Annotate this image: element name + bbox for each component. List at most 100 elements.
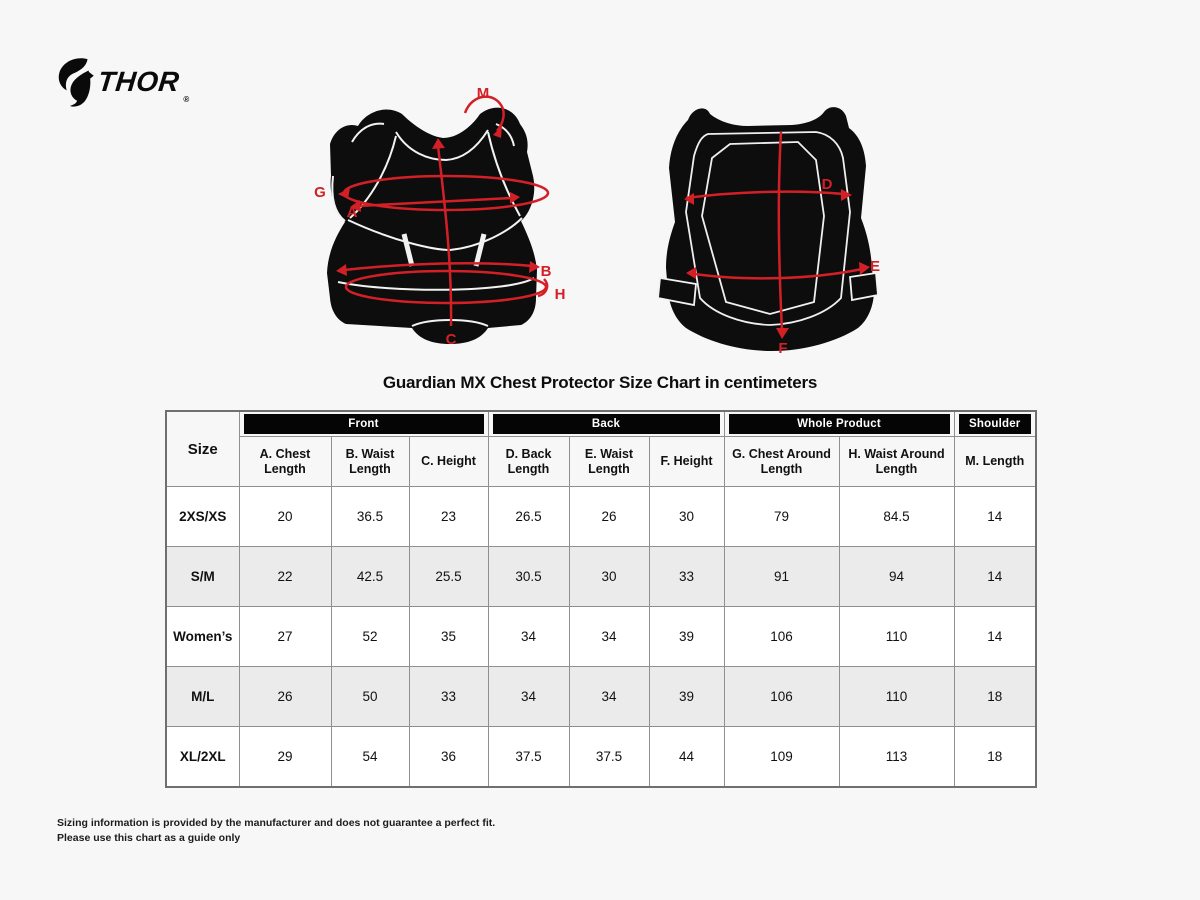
value-cell: 91	[723, 546, 840, 607]
value-cell: 34	[487, 606, 570, 667]
table-row: M/L 26 50 33 34 34 39 106 110 18	[165, 666, 1037, 727]
value-cell: 110	[838, 666, 955, 727]
back-view-diagram: D E F	[657, 107, 880, 357]
col-header-d-back-length: D. Back Length	[487, 436, 570, 487]
thor-logo: THOR ®	[56, 57, 189, 107]
value-cell: 110	[838, 606, 955, 667]
value-cell: 37.5	[487, 726, 570, 787]
value-cell: 94	[838, 546, 955, 607]
registered-mark: ®	[183, 95, 190, 104]
group-shoulder-bar: Shoulder	[958, 414, 1031, 434]
value-cell: 30	[648, 486, 725, 547]
value-cell: 109	[723, 726, 840, 787]
group-shoulder: Shoulder	[953, 410, 1037, 437]
back-left-strap	[657, 276, 697, 307]
group-back-bar: Back	[492, 414, 720, 434]
group-header-row: Size Front Back Whole Product Shoulder	[165, 410, 1037, 487]
size-cell: S/M	[165, 546, 240, 607]
group-front-bar: Front	[243, 414, 484, 434]
table-row: XL/2XL 29 54 36 37.5 37.5 44 109 113 18	[165, 726, 1037, 787]
value-cell: 30.5	[487, 546, 570, 607]
front-seam-lines	[331, 122, 535, 327]
table-row: Women’s 27 52 35 34 34 39 106 110 14	[165, 606, 1037, 667]
group-front: Front	[238, 410, 489, 437]
value-cell: 22	[238, 546, 332, 607]
size-chart-table: Size Front Back Whole Product Shoulder A…	[165, 410, 1037, 788]
group-back: Back	[487, 410, 725, 437]
front-view-diagram: M G A B H C	[314, 85, 566, 348]
size-chart-table-wrap: Size Front Back Whole Product Shoulder A…	[165, 410, 1037, 788]
value-cell: 106	[723, 666, 840, 727]
col-header-h-waist-around: H. Waist Around Length	[838, 436, 955, 487]
back-label-d: D	[822, 176, 833, 193]
value-cell: 20	[238, 486, 332, 547]
value-cell: 79	[723, 486, 840, 547]
front-label-m: M	[477, 85, 490, 102]
back-label-e: E	[870, 258, 880, 275]
column-header-row: A. Chest Length B. Waist Length C. Heigh…	[166, 436, 1037, 487]
disclaimer-line-1: Sizing information is provided by the ma…	[57, 817, 496, 829]
page-title: Guardian MX Chest Protector Size Chart i…	[382, 373, 818, 392]
back-measurement-lines	[685, 131, 863, 331]
value-cell: 54	[330, 726, 410, 787]
value-cell: 26.5	[487, 486, 570, 547]
thor-horns-icon	[58, 58, 94, 107]
thor-logo-text: THOR	[96, 66, 182, 97]
size-cell: 2XS/XS	[165, 486, 240, 547]
value-cell: 14	[953, 606, 1037, 667]
value-cell: 36	[408, 726, 489, 787]
size-column-header: Size	[165, 410, 240, 487]
col-header-a-chest-length: A. Chest Length	[238, 436, 332, 487]
value-cell: 34	[487, 666, 570, 727]
front-vent-slots	[401, 233, 487, 267]
value-cell: 33	[648, 546, 725, 607]
value-cell: 34	[568, 666, 650, 727]
front-label-b: B	[541, 263, 552, 280]
value-cell: 35	[408, 606, 489, 667]
col-header-g-chest-around: G. Chest Around Length	[723, 436, 840, 487]
value-cell: 84.5	[838, 486, 955, 547]
value-cell: 37.5	[568, 726, 650, 787]
front-label-a: A	[347, 204, 358, 221]
value-cell: 39	[648, 606, 725, 667]
value-cell: 25.5	[408, 546, 489, 607]
value-cell: 33	[408, 666, 489, 727]
back-right-strap	[849, 271, 879, 302]
value-cell: 14	[953, 546, 1037, 607]
value-cell: 23	[408, 486, 489, 547]
col-header-e-waist-length: E. Waist Length	[568, 436, 650, 487]
table-row: 2XS/XS 20 36.5 23 26.5 26 30 79 84.5 14	[165, 486, 1037, 547]
value-cell: 26	[568, 486, 650, 547]
size-cell: M/L	[165, 666, 240, 727]
front-label-h: H	[555, 286, 566, 303]
col-header-b-waist-length: B. Waist Length	[330, 436, 410, 487]
value-cell: 30	[568, 546, 650, 607]
col-header-c-height: C. Height	[408, 436, 489, 487]
value-cell: 42.5	[330, 546, 410, 607]
value-cell: 34	[568, 606, 650, 667]
size-cell: XL/2XL	[165, 726, 240, 787]
value-cell: 14	[953, 486, 1037, 547]
back-arrowheads	[684, 189, 870, 339]
value-cell: 52	[330, 606, 410, 667]
back-seam-lines	[685, 131, 851, 326]
value-cell: 106	[723, 606, 840, 667]
front-label-c: C	[446, 331, 457, 348]
disclaimer: Sizing information is provided by the ma…	[57, 816, 495, 845]
value-cell: 36.5	[330, 486, 410, 547]
value-cell: 27	[238, 606, 332, 667]
size-cell: Women’s	[165, 606, 240, 667]
value-cell: 113	[838, 726, 955, 787]
table-row: S/M 22 42.5 25.5 30.5 30 33 91 94 14	[165, 546, 1037, 607]
value-cell: 18	[953, 726, 1037, 787]
value-cell: 18	[953, 666, 1037, 727]
value-cell: 26	[238, 666, 332, 727]
front-arrowheads	[336, 126, 540, 276]
back-label-f: F	[778, 340, 787, 357]
value-cell: 39	[648, 666, 725, 727]
group-whole-product-bar: Whole Product	[728, 414, 950, 434]
value-cell: 29	[238, 726, 332, 787]
value-cell: 44	[648, 726, 725, 787]
value-cell: 50	[330, 666, 410, 727]
